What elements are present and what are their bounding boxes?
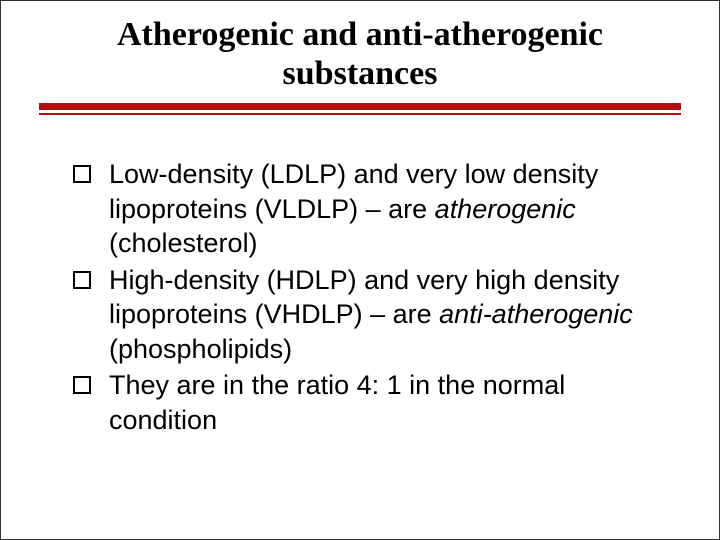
list-item: High-density (HDLP) and very high densit… — [73, 263, 681, 367]
text-run: They are in the ratio 4: 1 in the normal… — [109, 370, 565, 435]
rule-thick — [39, 103, 681, 110]
square-bullet-icon — [73, 271, 91, 289]
slide-title: Atherogenic and anti-atherogenic substan… — [39, 15, 681, 93]
list-item: They are in the ratio 4: 1 in the normal… — [73, 368, 681, 437]
text-run-italic: atherogenic — [435, 194, 576, 224]
bullet-list: Low-density (LDLP) and very low density … — [39, 157, 681, 437]
text-run-italic: anti-atherogenic — [439, 299, 633, 329]
text-run: (phospholipids) — [109, 334, 292, 364]
slide: Atherogenic and anti-atherogenic substan… — [0, 0, 720, 540]
list-item-text: They are in the ratio 4: 1 in the normal… — [109, 368, 669, 437]
list-item-text: Low-density (LDLP) and very low density … — [109, 157, 669, 261]
list-item-text: High-density (HDLP) and very high densit… — [109, 263, 669, 367]
text-run: (cholesterol) — [109, 228, 258, 258]
list-item: Low-density (LDLP) and very low density … — [73, 157, 681, 261]
square-bullet-icon — [73, 376, 91, 394]
rule-thin — [39, 113, 681, 115]
square-bullet-icon — [73, 165, 91, 183]
title-rule — [39, 103, 681, 115]
